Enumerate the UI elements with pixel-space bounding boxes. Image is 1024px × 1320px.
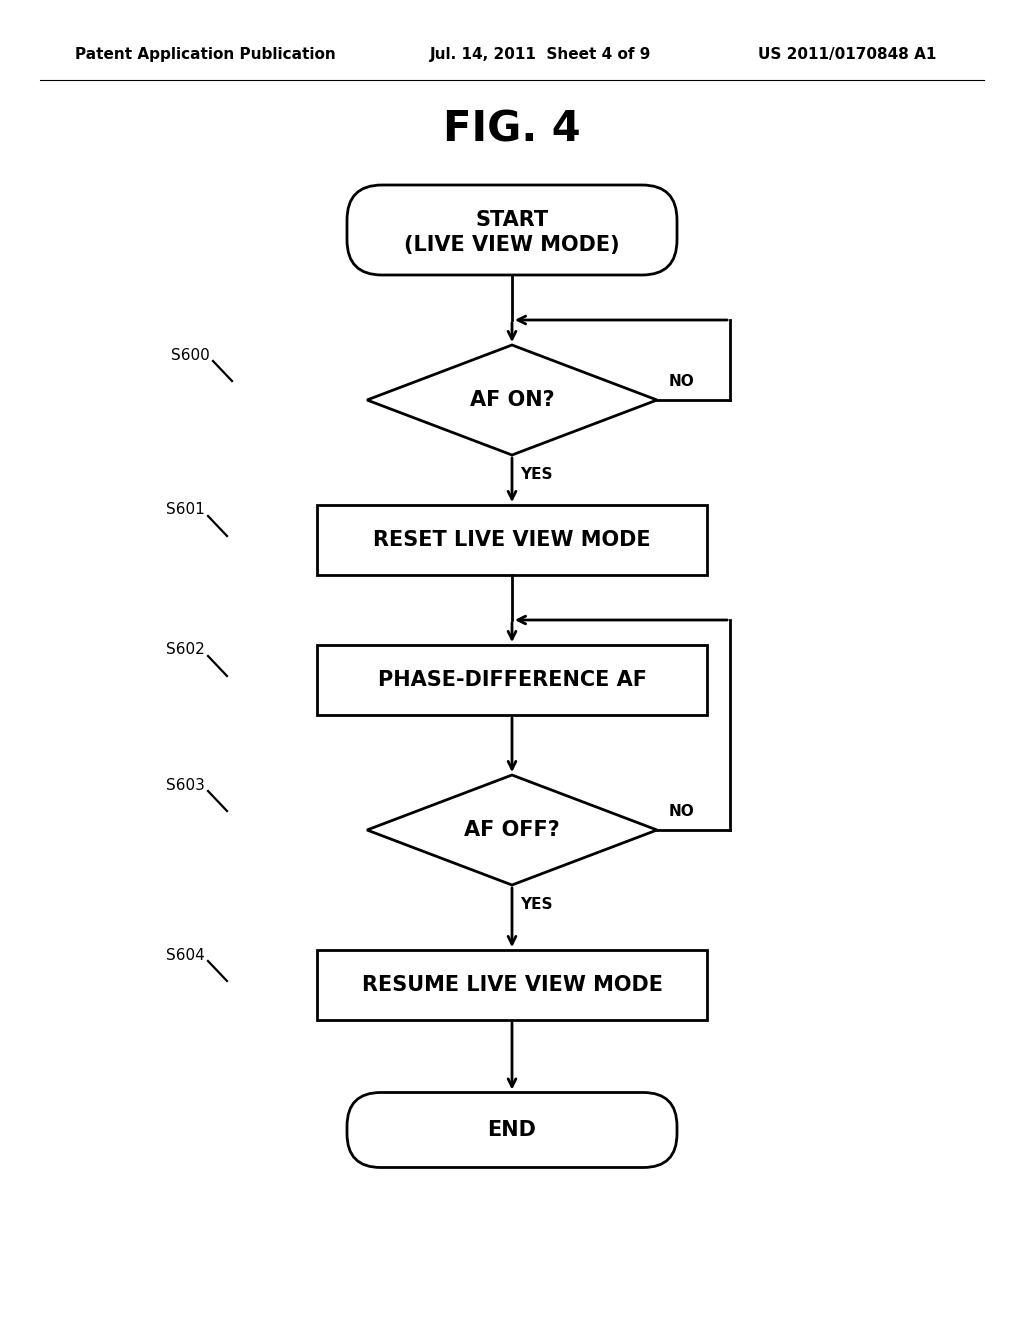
Text: S601: S601 [166, 503, 205, 517]
Text: RESET LIVE VIEW MODE: RESET LIVE VIEW MODE [373, 531, 651, 550]
Bar [317, 506, 707, 576]
Text: END: END [487, 1119, 537, 1140]
FancyBboxPatch shape [347, 185, 677, 275]
Text: S602: S602 [166, 643, 205, 657]
Text: NO: NO [669, 375, 694, 389]
Text: S603: S603 [166, 777, 205, 792]
FancyBboxPatch shape [347, 1093, 677, 1167]
Text: RESUME LIVE VIEW MODE: RESUME LIVE VIEW MODE [361, 975, 663, 995]
Text: START: START [475, 210, 549, 230]
Text: US 2011/0170848 A1: US 2011/0170848 A1 [758, 48, 936, 62]
Polygon shape [367, 775, 657, 884]
Bar [317, 645, 707, 715]
Text: YES: YES [520, 898, 553, 912]
Text: S600: S600 [171, 347, 210, 363]
Text: AF ON?: AF ON? [470, 389, 554, 411]
Text: FIG. 4: FIG. 4 [443, 110, 581, 150]
Text: YES: YES [520, 467, 553, 482]
Text: Jul. 14, 2011  Sheet 4 of 9: Jul. 14, 2011 Sheet 4 of 9 [430, 48, 651, 62]
Text: S604: S604 [166, 948, 205, 962]
Text: (LIVE VIEW MODE): (LIVE VIEW MODE) [404, 235, 620, 255]
Bar [317, 950, 707, 1020]
Text: AF OFF?: AF OFF? [464, 820, 560, 840]
Text: Patent Application Publication: Patent Application Publication [75, 48, 336, 62]
Polygon shape [367, 345, 657, 455]
Text: PHASE-DIFFERENCE AF: PHASE-DIFFERENCE AF [378, 671, 646, 690]
Text: NO: NO [669, 804, 694, 820]
